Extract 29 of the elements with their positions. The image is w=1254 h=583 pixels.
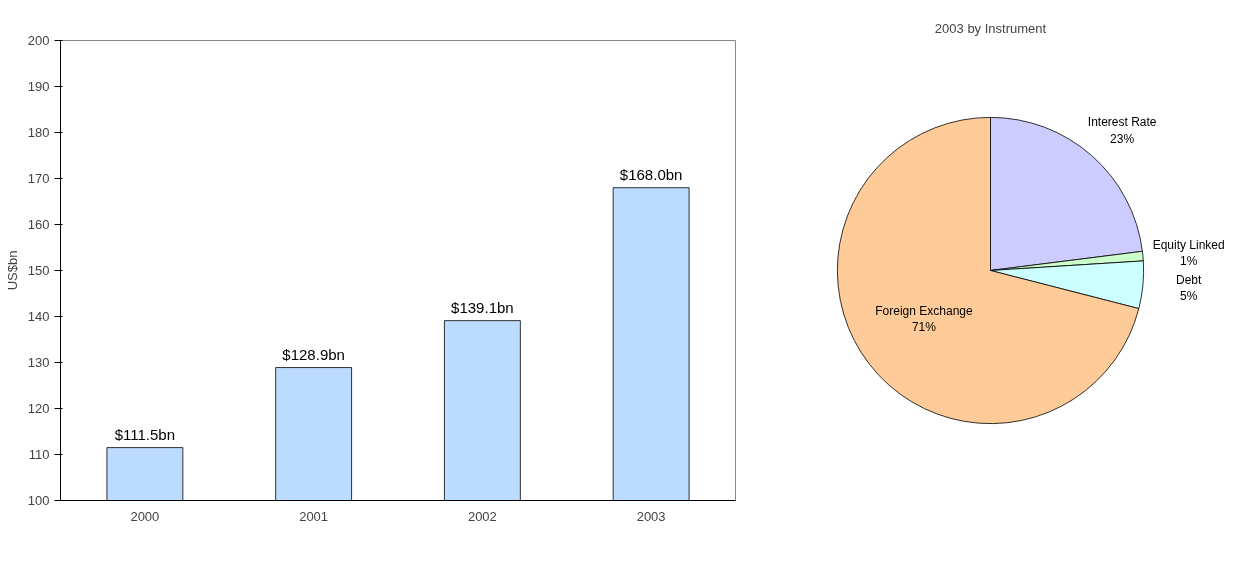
y-tick-label: 110 [28,447,50,462]
y-tick-label: 140 [27,309,50,324]
y-tick-label: 120 [27,401,50,416]
data-label: $168.0bn [619,165,683,183]
y-tick-label: 180 [27,125,50,140]
data-label: $128.9bn [282,345,345,363]
data-label: $111.5bn [114,425,176,443]
slice-label: Interest Rate [1087,114,1157,129]
y-tick-label: 170 [27,171,50,186]
slice-label: Equity Linked [1152,237,1225,252]
x-tick-label: 2002 [467,508,497,524]
x-tick-label: 2000 [130,508,160,524]
y-tick-label: 100 [27,493,50,508]
y-tick-label: 160 [27,217,50,232]
chart-title: 2003 by Instrument [934,20,1047,36]
data-label: $139.1bn [451,298,514,316]
x-tick-label: 2001 [299,508,329,524]
data-label: 23% [1110,131,1135,146]
data-label: 5% [1180,289,1198,304]
slice-label: Debt [1176,272,1203,287]
y-tick-label: 190 [27,79,50,94]
y-axis-title: US$bn [4,250,20,291]
y-tick-label: 150 [27,263,50,278]
data-label: 71% [911,320,937,335]
data-label: 1% [1180,254,1198,269]
slice-label: Foreign Exchange [875,303,973,318]
y-tick-label: 130 [27,355,50,370]
y-tick-label: 200 [27,33,50,48]
x-tick-label: 2003 [636,508,666,524]
